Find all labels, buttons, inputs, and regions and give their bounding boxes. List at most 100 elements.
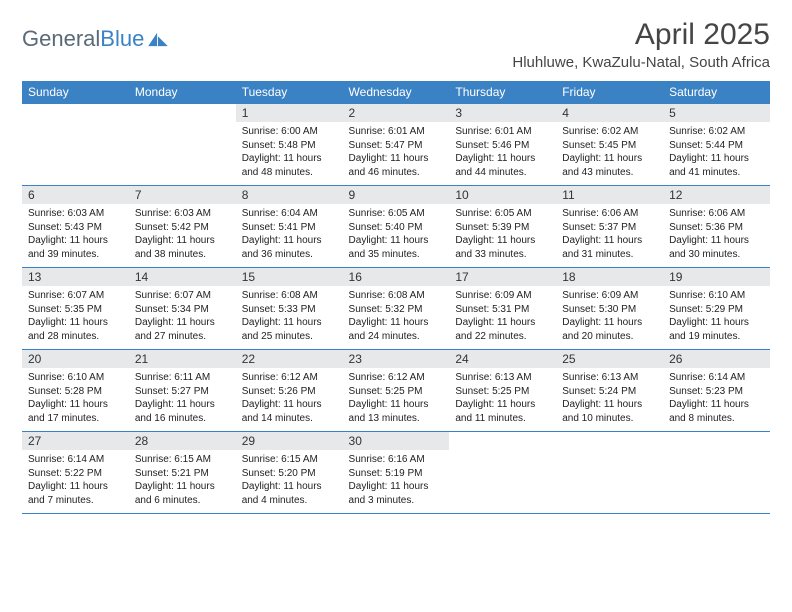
sunset-line: Sunset: 5:36 PM	[669, 221, 764, 235]
day-number: 15	[236, 268, 343, 286]
sunrise-line: Sunrise: 6:02 AM	[669, 125, 764, 139]
day-number: 21	[129, 350, 236, 368]
day-body: Sunrise: 6:00 AMSunset: 5:48 PMDaylight:…	[236, 122, 343, 185]
daylight-line: Daylight: 11 hours and 28 minutes.	[28, 316, 123, 343]
day-body: Sunrise: 6:09 AMSunset: 5:31 PMDaylight:…	[449, 286, 556, 349]
day-body: Sunrise: 6:12 AMSunset: 5:25 PMDaylight:…	[343, 368, 450, 431]
calendar-cell: 24Sunrise: 6:13 AMSunset: 5:25 PMDayligh…	[449, 350, 556, 432]
day-number: 7	[129, 186, 236, 204]
daylight-line: Daylight: 11 hours and 39 minutes.	[28, 234, 123, 261]
day-body: Sunrise: 6:12 AMSunset: 5:26 PMDaylight:…	[236, 368, 343, 431]
day-number: 1	[236, 104, 343, 122]
calendar-cell: 20Sunrise: 6:10 AMSunset: 5:28 PMDayligh…	[22, 350, 129, 432]
daylight-line: Daylight: 11 hours and 19 minutes.	[669, 316, 764, 343]
sunrise-line: Sunrise: 6:06 AM	[669, 207, 764, 221]
calendar-cell: 11Sunrise: 6:06 AMSunset: 5:37 PMDayligh…	[556, 186, 663, 268]
day-number: 17	[449, 268, 556, 286]
daylight-line: Daylight: 11 hours and 17 minutes.	[28, 398, 123, 425]
sunrise-line: Sunrise: 6:08 AM	[242, 289, 337, 303]
daylight-line: Daylight: 11 hours and 6 minutes.	[135, 480, 230, 507]
title-block: April 2025 Hluhluwe, KwaZulu-Natal, Sout…	[512, 18, 770, 71]
day-body: Sunrise: 6:05 AMSunset: 5:39 PMDaylight:…	[449, 204, 556, 267]
day-body: Sunrise: 6:13 AMSunset: 5:25 PMDaylight:…	[449, 368, 556, 431]
day-body: Sunrise: 6:06 AMSunset: 5:36 PMDaylight:…	[663, 204, 770, 267]
day-number: 29	[236, 432, 343, 450]
logo-text: GeneralBlue	[22, 26, 144, 52]
daylight-line: Daylight: 11 hours and 35 minutes.	[349, 234, 444, 261]
calendar-cell: 21Sunrise: 6:11 AMSunset: 5:27 PMDayligh…	[129, 350, 236, 432]
sunrise-line: Sunrise: 6:12 AM	[349, 371, 444, 385]
weekday-header: Thursday	[449, 81, 556, 104]
daylight-line: Daylight: 11 hours and 16 minutes.	[135, 398, 230, 425]
calendar-cell: 12Sunrise: 6:06 AMSunset: 5:36 PMDayligh…	[663, 186, 770, 268]
daylight-line: Daylight: 11 hours and 43 minutes.	[562, 152, 657, 179]
calendar-cell-empty	[663, 432, 770, 514]
calendar-cell: 8Sunrise: 6:04 AMSunset: 5:41 PMDaylight…	[236, 186, 343, 268]
day-body: Sunrise: 6:07 AMSunset: 5:35 PMDaylight:…	[22, 286, 129, 349]
logo-word-a: General	[22, 26, 100, 51]
calendar-table: SundayMondayTuesdayWednesdayThursdayFrid…	[22, 81, 770, 514]
calendar-row: 13Sunrise: 6:07 AMSunset: 5:35 PMDayligh…	[22, 268, 770, 350]
sunrise-line: Sunrise: 6:06 AM	[562, 207, 657, 221]
day-number: 22	[236, 350, 343, 368]
calendar-cell: 6Sunrise: 6:03 AMSunset: 5:43 PMDaylight…	[22, 186, 129, 268]
day-number: 8	[236, 186, 343, 204]
sunset-line: Sunset: 5:41 PM	[242, 221, 337, 235]
day-number: 5	[663, 104, 770, 122]
calendar-cell: 19Sunrise: 6:10 AMSunset: 5:29 PMDayligh…	[663, 268, 770, 350]
day-number: 14	[129, 268, 236, 286]
day-body: Sunrise: 6:16 AMSunset: 5:19 PMDaylight:…	[343, 450, 450, 513]
calendar-cell: 30Sunrise: 6:16 AMSunset: 5:19 PMDayligh…	[343, 432, 450, 514]
calendar-cell: 15Sunrise: 6:08 AMSunset: 5:33 PMDayligh…	[236, 268, 343, 350]
logo-word-b: Blue	[100, 26, 144, 51]
daylight-line: Daylight: 11 hours and 10 minutes.	[562, 398, 657, 425]
calendar-cell: 2Sunrise: 6:01 AMSunset: 5:47 PMDaylight…	[343, 104, 450, 186]
day-body: Sunrise: 6:01 AMSunset: 5:46 PMDaylight:…	[449, 122, 556, 185]
sunrise-line: Sunrise: 6:13 AM	[455, 371, 550, 385]
calendar-row: 27Sunrise: 6:14 AMSunset: 5:22 PMDayligh…	[22, 432, 770, 514]
day-body: Sunrise: 6:05 AMSunset: 5:40 PMDaylight:…	[343, 204, 450, 267]
day-body: Sunrise: 6:15 AMSunset: 5:21 PMDaylight:…	[129, 450, 236, 513]
sunrise-line: Sunrise: 6:15 AM	[135, 453, 230, 467]
month-title: April 2025	[512, 18, 770, 52]
location-text: Hluhluwe, KwaZulu-Natal, South Africa	[512, 54, 770, 71]
day-number: 9	[343, 186, 450, 204]
calendar-cell: 26Sunrise: 6:14 AMSunset: 5:23 PMDayligh…	[663, 350, 770, 432]
calendar-cell: 29Sunrise: 6:15 AMSunset: 5:20 PMDayligh…	[236, 432, 343, 514]
sunset-line: Sunset: 5:20 PM	[242, 467, 337, 481]
day-body: Sunrise: 6:10 AMSunset: 5:29 PMDaylight:…	[663, 286, 770, 349]
sunset-line: Sunset: 5:42 PM	[135, 221, 230, 235]
day-number: 4	[556, 104, 663, 122]
day-number: 3	[449, 104, 556, 122]
calendar-row: 6Sunrise: 6:03 AMSunset: 5:43 PMDaylight…	[22, 186, 770, 268]
sunrise-line: Sunrise: 6:09 AM	[562, 289, 657, 303]
daylight-line: Daylight: 11 hours and 25 minutes.	[242, 316, 337, 343]
calendar-cell: 13Sunrise: 6:07 AMSunset: 5:35 PMDayligh…	[22, 268, 129, 350]
day-number: 18	[556, 268, 663, 286]
day-number: 11	[556, 186, 663, 204]
sunset-line: Sunset: 5:23 PM	[669, 385, 764, 399]
day-number: 26	[663, 350, 770, 368]
day-body: Sunrise: 6:15 AMSunset: 5:20 PMDaylight:…	[236, 450, 343, 513]
daylight-line: Daylight: 11 hours and 46 minutes.	[349, 152, 444, 179]
sunset-line: Sunset: 5:28 PM	[28, 385, 123, 399]
calendar-cell: 27Sunrise: 6:14 AMSunset: 5:22 PMDayligh…	[22, 432, 129, 514]
day-body: Sunrise: 6:02 AMSunset: 5:45 PMDaylight:…	[556, 122, 663, 185]
calendar-page: GeneralBlue April 2025 Hluhluwe, KwaZulu…	[0, 0, 792, 532]
sunrise-line: Sunrise: 6:12 AM	[242, 371, 337, 385]
sunrise-line: Sunrise: 6:10 AM	[28, 371, 123, 385]
daylight-line: Daylight: 11 hours and 22 minutes.	[455, 316, 550, 343]
day-body: Sunrise: 6:08 AMSunset: 5:33 PMDaylight:…	[236, 286, 343, 349]
day-body: Sunrise: 6:07 AMSunset: 5:34 PMDaylight:…	[129, 286, 236, 349]
calendar-cell: 17Sunrise: 6:09 AMSunset: 5:31 PMDayligh…	[449, 268, 556, 350]
day-number: 30	[343, 432, 450, 450]
daylight-line: Daylight: 11 hours and 13 minutes.	[349, 398, 444, 425]
day-body: Sunrise: 6:10 AMSunset: 5:28 PMDaylight:…	[22, 368, 129, 431]
sunset-line: Sunset: 5:48 PM	[242, 139, 337, 153]
day-number: 2	[343, 104, 450, 122]
daylight-line: Daylight: 11 hours and 7 minutes.	[28, 480, 123, 507]
daylight-line: Daylight: 11 hours and 27 minutes.	[135, 316, 230, 343]
calendar-cell: 5Sunrise: 6:02 AMSunset: 5:44 PMDaylight…	[663, 104, 770, 186]
logo: GeneralBlue	[22, 26, 169, 52]
calendar-cell-empty	[22, 104, 129, 186]
